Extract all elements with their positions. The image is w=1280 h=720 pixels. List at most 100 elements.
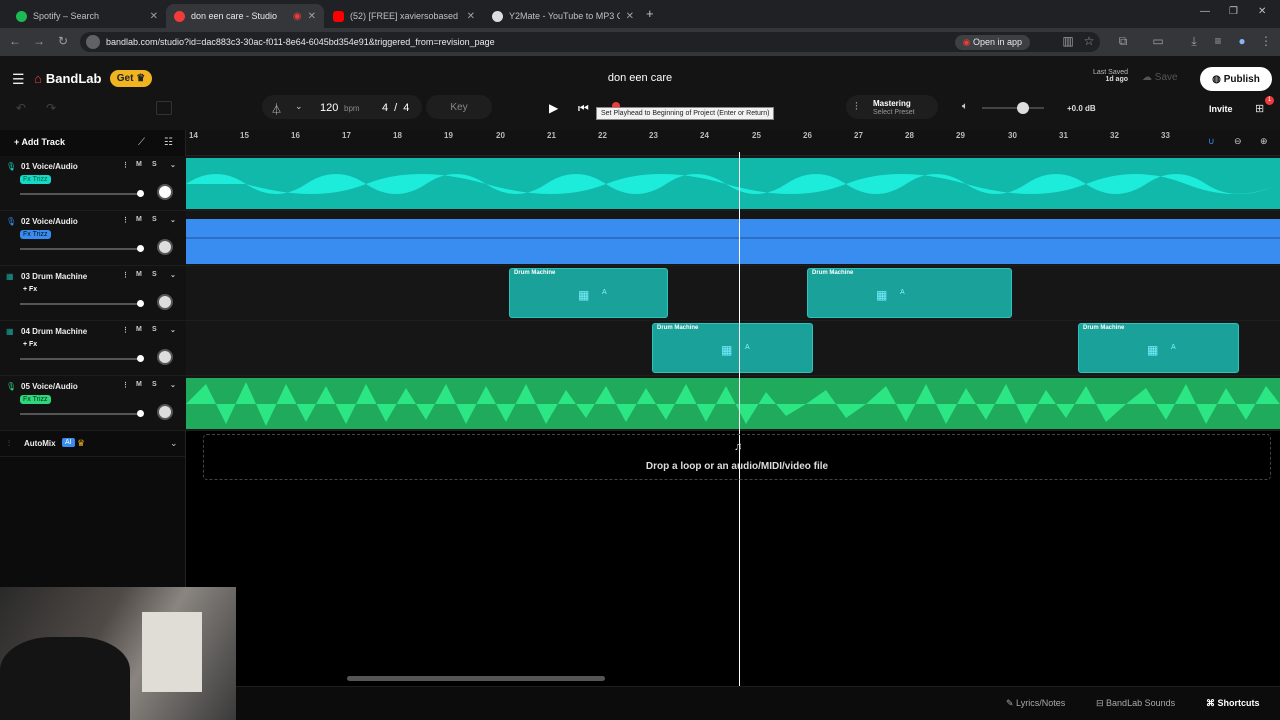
save-button[interactable]: ☁ Save (1142, 72, 1178, 83)
track-name[interactable]: 02 Voice/Audio (21, 217, 78, 226)
reader-icon[interactable]: ▥ (1062, 34, 1074, 48)
playhead[interactable] (739, 152, 740, 686)
bandlab-logo[interactable]: ⌂ BandLab (34, 71, 101, 86)
chevron-down-icon[interactable]: ⌄ (170, 438, 178, 448)
download-icon[interactable]: ⤓ (1191, 34, 1197, 48)
track-menu-icon[interactable]: ⋮ (122, 162, 129, 169)
volume-thumb[interactable] (137, 190, 144, 197)
automix-row[interactable]: ⫶ AutoMix AI ♛ ⌄ (0, 431, 186, 457)
track-menu-icon[interactable]: ⋮ (122, 217, 129, 224)
chevron-down-icon[interactable]: ⌄ (295, 101, 303, 111)
lyrics-notes-button[interactable]: ✎ Lyrics/Notes (1006, 698, 1065, 709)
site-info-icon[interactable] (86, 35, 100, 49)
track-volume-slider[interactable] (20, 193, 140, 195)
master-volume-slider[interactable] (982, 107, 1044, 109)
volume-thumb[interactable] (137, 355, 144, 362)
track-lane-3[interactable]: Drum Machine ▦ A Drum Machine ▦ A (186, 266, 1280, 321)
fx-badge[interactable]: Fx Trizz (20, 230, 51, 239)
track-name[interactable]: 03 Drum Machine (21, 272, 88, 281)
close-icon[interactable]: ✕ (149, 10, 158, 22)
track-header-4[interactable]: ▦ 04 Drum Machine ⋮ M S ⌄ + Fx (0, 321, 186, 376)
timeline-ruler[interactable]: 14 15 16 17 18 19 20 21 22 23 24 25 26 2… (186, 130, 1280, 156)
gift-icon[interactable]: ⊞ (1255, 103, 1265, 115)
track-menu-icon[interactable]: ⋮ (122, 382, 129, 389)
back-icon[interactable]: ← (9, 34, 21, 48)
solo-button[interactable]: S (152, 271, 157, 278)
playlist-icon[interactable]: ≡ (1214, 34, 1222, 48)
track-header-3[interactable]: ▦ 03 Drum Machine ⋮ M S ⌄ + Fx (0, 266, 186, 321)
track-settings-icon[interactable]: ☷ (164, 137, 173, 148)
chevron-down-icon[interactable]: ⌄ (170, 162, 176, 169)
drum-machine-clip[interactable]: Drum Machine ▦ A (652, 323, 813, 373)
record-icon[interactable] (612, 102, 620, 110)
track-lane-5[interactable] (186, 376, 1280, 431)
invite-button[interactable]: Invite (1209, 104, 1233, 114)
cast-icon[interactable]: ▭ (1152, 34, 1164, 48)
zoom-out-icon[interactable]: ⊖ (1234, 136, 1242, 146)
key-button[interactable]: Key (426, 95, 492, 119)
redo-icon[interactable]: ↷ (46, 101, 57, 115)
pan-knob[interactable] (157, 239, 173, 255)
skip-to-start-icon[interactable]: ⏮ (578, 101, 589, 115)
pan-knob[interactable] (157, 349, 173, 365)
track-lane-4[interactable]: Drum Machine ▦ A Drum Machine ▦ A (186, 321, 1280, 376)
close-icon[interactable]: ✕ (466, 10, 475, 22)
mastering-button[interactable] (846, 95, 938, 119)
fx-badge[interactable]: Fx Trizz (20, 175, 51, 184)
track-menu-icon[interactable]: ⋮ (122, 272, 129, 279)
tab-studio[interactable]: don een care - Studio ◉ ✕ (166, 4, 324, 28)
bpm-value[interactable]: 120 (320, 102, 339, 114)
url-field[interactable]: bandlab.com/studio?id=dac883c3-30ac-f011… (80, 32, 1100, 52)
pan-knob[interactable] (157, 184, 173, 200)
extensions-icon[interactable]: ⧉ (1118, 34, 1128, 48)
mute-button[interactable]: M (136, 381, 142, 388)
drum-machine-clip[interactable]: Drum Machine ▦ A (807, 268, 1012, 318)
bookmark-star-icon[interactable]: ☆ (1083, 34, 1095, 48)
mute-button[interactable]: M (136, 161, 142, 168)
bandlab-sounds-button[interactable]: ⊟ BandLab Sounds (1096, 698, 1175, 709)
close-window-icon[interactable]: ✕ (1258, 6, 1267, 17)
solo-button[interactable]: S (152, 216, 157, 223)
horizontal-scrollbar[interactable] (347, 676, 605, 681)
chevron-down-icon[interactable]: ⌄ (170, 327, 176, 334)
fx-badge[interactable]: Fx Trizz (20, 395, 51, 404)
track-name[interactable]: 04 Drum Machine (21, 327, 88, 336)
volume-thumb[interactable] (137, 410, 144, 417)
solo-button[interactable]: S (152, 326, 157, 333)
tab-spotify[interactable]: Spotify – Search ✕ (8, 4, 166, 28)
new-tab-button[interactable]: + (646, 6, 654, 21)
minimize-icon[interactable]: — (1200, 6, 1210, 17)
open-in-app-button[interactable]: ◉ Open in app (954, 34, 1030, 50)
metronome-icon[interactable]: ⏃ (271, 104, 282, 116)
add-fx-button[interactable]: + Fx (23, 286, 38, 293)
play-icon[interactable]: ▶ (549, 101, 559, 115)
track-name[interactable]: 05 Voice/Audio (21, 382, 78, 391)
pan-knob[interactable] (157, 404, 173, 420)
drum-machine-clip[interactable]: Drum Machine ▦ A (509, 268, 668, 318)
add-fx-button[interactable]: + Fx (23, 341, 38, 348)
tab-youtube[interactable]: (52) [FREE] xaviersobased - ✕ (325, 4, 483, 28)
time-signature[interactable]: 4 / 4 (382, 102, 409, 114)
mute-master-icon[interactable]: 🔈︎ (962, 101, 968, 112)
track-header-2[interactable]: 🎙︎ 02 Voice/Audio ⋮ M S ⌄ Fx Trizz (0, 211, 186, 266)
get-membership-button[interactable]: Get ♛ (110, 70, 152, 87)
track-volume-slider[interactable] (20, 413, 140, 415)
shortcuts-button[interactable]: ⌘ Shortcuts (1206, 698, 1260, 709)
add-track-button[interactable]: + Add Track (14, 137, 65, 147)
publish-button[interactable]: ◍ Publish (1200, 67, 1272, 91)
tuning-fork-icon[interactable]: ⟋ (138, 137, 145, 148)
master-volume-thumb[interactable] (1017, 102, 1029, 114)
pan-knob[interactable] (157, 294, 173, 310)
volume-thumb[interactable] (137, 245, 144, 252)
reload-icon[interactable]: ↻ (57, 34, 69, 48)
chevron-down-icon[interactable]: ⌄ (170, 272, 176, 279)
track-volume-slider[interactable] (20, 358, 140, 360)
drop-zone[interactable]: ♫ Drop a loop or an audio/MIDI/video fil… (203, 434, 1271, 480)
track-volume-slider[interactable] (20, 303, 140, 305)
chevron-down-icon[interactable]: ⌄ (170, 382, 176, 389)
chevron-down-icon[interactable]: ⌄ (170, 217, 176, 224)
mute-button[interactable]: M (136, 216, 142, 223)
track-lane-2[interactable] (186, 211, 1280, 266)
project-title[interactable]: don een care (607, 72, 673, 84)
restore-icon[interactable]: ❐ (1229, 6, 1238, 17)
